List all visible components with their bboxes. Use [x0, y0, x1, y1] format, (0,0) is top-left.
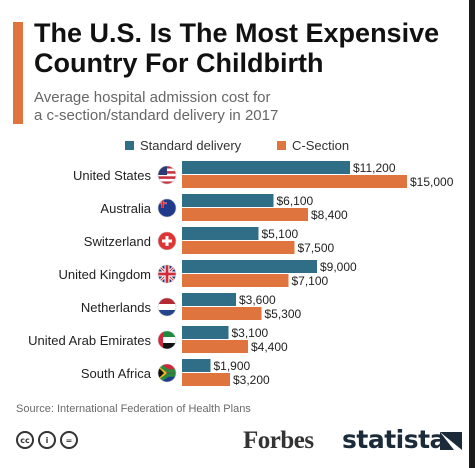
legend-item-csection: C-Section [277, 136, 349, 154]
title-accent-bar [13, 22, 23, 124]
bar-c-section [182, 274, 289, 287]
switzerland-flag-icon [157, 231, 177, 251]
category-label: Switzerland [84, 234, 151, 249]
bar-chart: United States $11,200 $15,000 Australia $6,1… [28, 161, 454, 387]
bar-standard-delivery [182, 293, 236, 306]
bar-standard-delivery [182, 227, 259, 240]
australia-flag-icon [157, 198, 177, 218]
legend-item-standard: Standard delivery [125, 136, 241, 154]
bar-standard-delivery [182, 359, 211, 372]
uae-flag-icon [157, 330, 177, 350]
subtitle-line-2: a c-section/standard delivery in 2017 [34, 107, 279, 124]
value-label: $8,400 [311, 208, 348, 222]
legend-swatch-standard [125, 140, 134, 150]
category-label: United Kingdom [59, 267, 152, 282]
netherlands-flag-icon [157, 297, 177, 317]
bar-standard-delivery [182, 326, 229, 339]
subtitle-line-1: Average hospital admission cost for [34, 89, 271, 106]
statista-logo: statista [342, 425, 446, 454]
us-flag-icon [157, 165, 177, 185]
value-label: $3,200 [233, 373, 270, 387]
category-label: South Africa [81, 366, 152, 381]
value-label: $5,100 [262, 227, 299, 241]
title-line-2: Country For Childbirth [34, 48, 324, 78]
bar-c-section [182, 340, 248, 353]
forbes-logo: Forbes [243, 427, 314, 454]
value-label: $7,100 [292, 274, 329, 288]
value-label: $7,500 [298, 241, 335, 255]
south-africa-flag-icon [157, 363, 177, 383]
legend-label-csection: C-Section [292, 137, 350, 153]
chart-subtitle: Average hospital admission cost for a c-… [34, 89, 464, 125]
value-label: $5,300 [265, 307, 302, 321]
no-derivatives-icon: = [60, 431, 78, 449]
license-icons: cc i = [16, 431, 78, 449]
bar-c-section [182, 373, 230, 386]
value-label: $1,900 [214, 359, 251, 373]
uk-flag-icon [157, 264, 177, 284]
bar-c-section [182, 175, 407, 188]
bar-c-section [182, 241, 295, 254]
bar-c-section [182, 208, 308, 221]
value-label: $4,400 [251, 340, 288, 354]
category-label: United States [73, 168, 152, 183]
value-label: $15,000 [410, 175, 454, 189]
chart-title: The U.S. Is The Most Expensive Country F… [34, 18, 464, 78]
chart-legend: Standard delivery C-Section [0, 136, 475, 154]
category-label: Netherlands [81, 300, 152, 315]
value-label: $9,000 [320, 260, 357, 274]
value-label: $11,200 [353, 161, 396, 175]
bar-c-section [182, 307, 262, 320]
creative-commons-icon: cc [16, 431, 34, 449]
legend-label-standard: Standard delivery [140, 137, 242, 153]
category-label: United Arab Emirates [28, 333, 151, 348]
attribution-icon: i [38, 431, 56, 449]
source-note: Source: International Federation of Heal… [16, 403, 251, 415]
title-line-1: The U.S. Is The Most Expensive [34, 18, 440, 48]
statista-mark-icon [440, 432, 462, 450]
value-label: $6,100 [277, 194, 314, 208]
category-label: Australia [100, 201, 151, 216]
bar-standard-delivery [182, 194, 274, 207]
bar-standard-delivery [182, 260, 317, 273]
value-label: $3,600 [239, 293, 276, 307]
legend-swatch-csection [277, 140, 286, 150]
value-label: $3,100 [232, 326, 269, 340]
bar-standard-delivery [182, 161, 350, 174]
